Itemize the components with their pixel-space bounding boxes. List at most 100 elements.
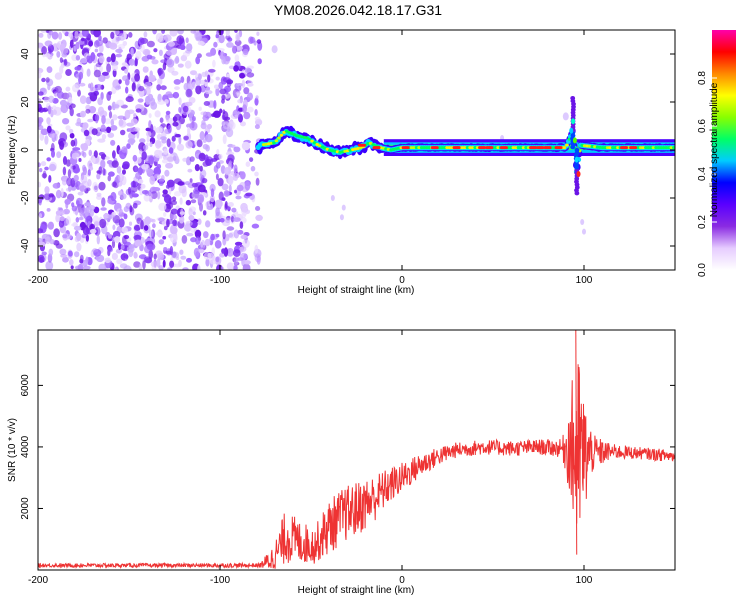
noise-blob [179, 197, 183, 205]
spike-core [572, 137, 577, 144]
noise-blob [90, 52, 96, 62]
noise-blob [195, 76, 201, 87]
noise-blob [89, 208, 94, 217]
noise-blob [221, 94, 226, 101]
noise-blob [250, 165, 256, 172]
signal-peak [499, 146, 508, 150]
noise-blob [97, 97, 103, 106]
noise-blob [178, 135, 182, 145]
noise-blob [199, 131, 205, 141]
noise-blob [215, 206, 220, 217]
noise-blob [196, 139, 203, 148]
colorbar: 0.0 0.2 0.4 0.6 0.8 Normalized spectral ampl… [697, 30, 736, 277]
noise-blob [201, 178, 208, 184]
noise-blob [81, 37, 85, 42]
noise-blob [197, 218, 202, 225]
noise-blob [227, 154, 235, 162]
noise-blob [99, 110, 108, 118]
noise-blob [244, 181, 251, 191]
noise-blob [150, 124, 154, 133]
noise-blob [40, 161, 47, 167]
spectrogram-y-ticks: -40 -20 0 20 40 [20, 48, 675, 253]
noise-blob [114, 236, 121, 243]
signal-blob-core [649, 146, 653, 150]
colorbar-tick-label: 0.4 [697, 167, 708, 181]
noise-blob [99, 218, 107, 229]
noise-blob [251, 223, 260, 229]
noise-blob [143, 193, 151, 202]
noise-blob [224, 201, 228, 209]
noise-blob [133, 224, 141, 231]
noise-blob [101, 115, 106, 125]
noise-blob [133, 234, 142, 241]
noise-blob [177, 181, 185, 186]
noise-blob [165, 37, 169, 42]
noise-blob [48, 30, 54, 36]
noise-blob [146, 135, 150, 143]
noise-blob [45, 77, 50, 83]
noise-blob [254, 244, 259, 254]
noise-blob [134, 166, 138, 173]
noise-blob [118, 242, 122, 251]
noise-blob [51, 31, 59, 40]
noise-blob [100, 159, 106, 169]
noise-blob [150, 191, 158, 200]
noise-blob [271, 45, 278, 54]
noise-blob [101, 134, 107, 140]
noise-blob [54, 72, 63, 80]
noise-blob [98, 152, 105, 156]
noise-blob [210, 47, 217, 56]
noise-blob [104, 257, 111, 264]
noise-blob [44, 236, 51, 245]
signal-blob-core [445, 146, 449, 150]
noise-blob [240, 121, 246, 127]
noise-blob [70, 103, 76, 109]
noise-blob [217, 177, 224, 187]
noise-blob [62, 166, 67, 176]
noise-blob [184, 101, 193, 107]
noise-blob [57, 91, 64, 99]
noise-blob [75, 41, 80, 50]
noise-blob [164, 99, 169, 104]
spike-blob [574, 147, 580, 153]
noise-blob [128, 58, 136, 66]
noise-blob [168, 41, 176, 47]
x-tick-label: 100 [576, 275, 593, 286]
noise-blob [55, 243, 63, 249]
noise-blob [96, 235, 101, 245]
signal-blob-core [277, 136, 281, 140]
signal-blob-core [565, 143, 569, 147]
noise-blob [110, 125, 118, 131]
noise-blob [89, 165, 93, 170]
noise-blob [149, 141, 153, 148]
noise-blob [228, 184, 232, 193]
noise-blob [98, 181, 106, 191]
noise-blob [187, 126, 191, 135]
noise-blob [112, 230, 121, 239]
noise-blob [217, 30, 224, 34]
noise-blob [115, 248, 122, 254]
noise-blob [254, 171, 259, 177]
noise-blob [214, 240, 222, 249]
noise-blob [195, 85, 202, 95]
noise-blob [165, 202, 174, 210]
noise-blob [89, 228, 97, 234]
noise-blob [68, 128, 74, 134]
noise-blob [145, 86, 151, 96]
spike-blob [570, 96, 576, 101]
noise-blob [71, 205, 78, 212]
noise-blob [47, 221, 55, 230]
noise-blob [127, 186, 131, 195]
noise-blob [125, 78, 130, 86]
noise-blob [114, 267, 118, 270]
noise-blob [87, 118, 94, 123]
noise-blob [233, 146, 241, 153]
signal-blob-core [661, 146, 666, 150]
noise-blob [188, 97, 196, 104]
noise-blob [138, 85, 145, 92]
noise-blob [163, 247, 168, 251]
noise-blob [254, 124, 260, 130]
noise-blob [193, 247, 200, 257]
